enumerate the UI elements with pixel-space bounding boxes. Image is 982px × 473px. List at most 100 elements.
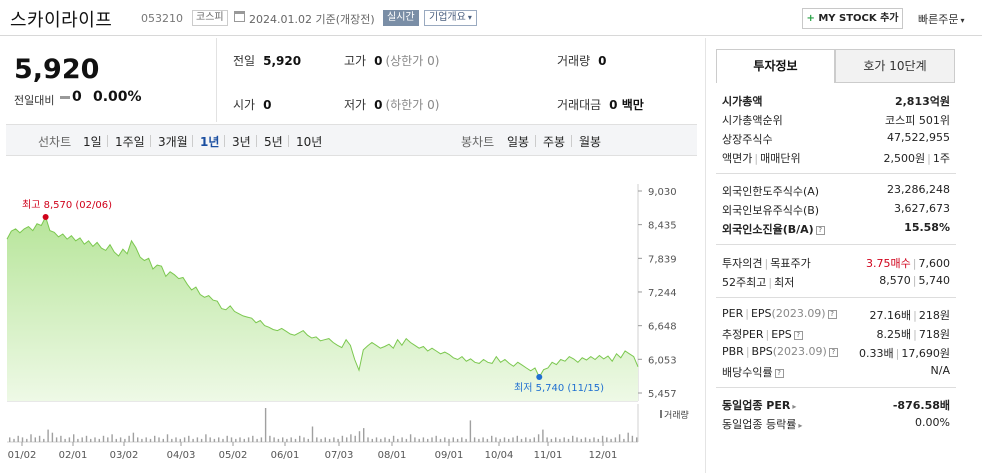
tab-period-3y[interactable]: 3년	[232, 135, 251, 149]
y-tick-label: 6,053	[648, 355, 677, 366]
volume-bar	[21, 437, 24, 442]
volume-bar	[85, 435, 88, 442]
volume-bar	[537, 434, 540, 442]
volume-bar	[601, 435, 604, 442]
volume-bar	[94, 437, 96, 442]
stat-prev-value: 5,920	[263, 54, 302, 68]
row-pbr: PBR | BPS(2023.09)? 0.33배 | 17,690원	[722, 345, 950, 360]
volume-bar	[618, 434, 621, 442]
volume-bar	[277, 438, 280, 442]
tab-hoga-10[interactable]: 호가 10단계	[835, 49, 955, 83]
volume-bar	[17, 435, 19, 442]
volume-bar	[563, 437, 565, 442]
tab-period-1d[interactable]: 1일	[83, 135, 102, 149]
chevron-right-icon[interactable]: ▸	[792, 402, 797, 411]
help-icon[interactable]: ?	[815, 225, 825, 235]
volume-bar	[516, 435, 518, 442]
eeps-value: 718원	[918, 328, 950, 341]
my-stock-add-button[interactable]: + MY STOCK 추가	[802, 8, 903, 29]
industry-per-value: -876.58배	[892, 399, 950, 412]
tab-invest-info[interactable]: 투자정보	[716, 49, 835, 83]
volume-bar	[149, 438, 152, 442]
low-marker	[536, 374, 543, 381]
volume-bar	[243, 438, 245, 442]
opinion-label: 투자의견	[722, 257, 763, 270]
x-tick-label: 09/01	[435, 450, 464, 461]
volume-bar	[183, 437, 186, 442]
volume-bar	[397, 438, 399, 442]
pipe-separator: |	[927, 152, 931, 165]
volume-bar	[294, 438, 297, 442]
volume-bar	[222, 438, 224, 442]
volume-bar	[363, 428, 365, 442]
target-label: 목표주가	[770, 257, 811, 270]
x-tick-label: 02/01	[59, 450, 88, 461]
help-icon[interactable]: ?	[827, 309, 837, 319]
volume-bar	[230, 437, 233, 442]
market-badge: 코스피	[192, 10, 228, 26]
tab-candle-monthly[interactable]: 월봉	[579, 135, 602, 149]
shares-label: 상장주식수	[722, 133, 773, 146]
volume-bar	[461, 437, 463, 442]
stat-volume: 거래량 0	[557, 52, 606, 69]
tab-period-1y[interactable]: 1년	[200, 135, 220, 149]
stat-high: 고가 0 (상한가 0)	[344, 52, 439, 69]
help-icon[interactable]: ?	[774, 368, 784, 378]
volume-bar	[55, 437, 58, 442]
volume-bar	[610, 438, 612, 442]
tab-period-10y[interactable]: 10년	[296, 135, 323, 149]
price-chart-svg: 9,030 8,435 7,839 7,244 6,648 6,053 5,457 최고 8,…	[6, 184, 689, 461]
invest-info-panel: 투자정보 호가 10단계 시가총액 2,813억원 시가총액순위 코스피 501위 …	[716, 49, 956, 431]
volume-bar	[333, 437, 335, 442]
volume-bar	[188, 435, 190, 442]
volume-bar	[546, 437, 548, 442]
tab-period-5y[interactable]: 5년	[264, 135, 283, 149]
volume-bar	[550, 438, 553, 442]
volume-bar	[290, 437, 292, 442]
pipe-separator: |	[913, 309, 917, 322]
row-dividend: 배당수익률? N/A	[722, 364, 950, 380]
price-chart[interactable]: 9,030 8,435 7,839 7,244 6,648 6,053 5,457 최고 8,…	[0, 158, 700, 473]
chart-period-tabs: 선차트 1일 1주일 3개월 1년 3년 5년 10년 봉차트 일봉 주봉 월봉	[6, 124, 697, 156]
my-stock-label: MY STOCK 추가	[818, 13, 899, 24]
company-info-dropdown[interactable]: 기업개요 ▾	[424, 10, 477, 26]
row-industry-rate: 동일업종 등락률 ▸ 0.00%	[722, 416, 950, 432]
volume-bar	[286, 438, 288, 442]
tab-period-1w[interactable]: 1주일	[115, 135, 145, 149]
foreign-limit-label: 외국인한도주식수(A)	[722, 185, 820, 198]
divider	[716, 387, 956, 388]
divider	[107, 135, 108, 147]
foreign-ratio-label: 외국인소진율(B/A)	[722, 223, 814, 236]
help-icon[interactable]: ?	[828, 347, 838, 357]
volume-bar	[589, 438, 591, 442]
chevron-right-icon[interactable]: ▸	[798, 421, 803, 430]
realtime-button[interactable]: 실시간	[383, 10, 419, 26]
volume-bar	[324, 437, 326, 442]
par-value: 2,500원	[883, 152, 926, 165]
y-tick-label: 7,244	[648, 288, 677, 299]
bps-value: 17,690원	[901, 347, 950, 360]
volume-legend-icon	[660, 410, 662, 418]
volume-bar	[90, 438, 92, 442]
volume-bar	[128, 435, 130, 442]
volume-bar	[533, 437, 535, 442]
tab-candle-weekly[interactable]: 주봉	[543, 135, 566, 149]
tab-candle-chart[interactable]: 봉차트	[461, 135, 495, 149]
volume-bar	[418, 438, 420, 442]
price-stats: 전일 5,920 고가 0 (상한가 0) 거래량 0 시가 0 저가 0 (하한가 0) 거…	[216, 38, 697, 122]
volume-bar	[209, 437, 211, 442]
rank-value: 코스피 501위	[885, 114, 950, 127]
tab-line-chart[interactable]: 선차트	[38, 135, 72, 149]
volume-bar	[435, 435, 437, 442]
volume-bar	[584, 437, 587, 442]
volume-bar	[358, 431, 361, 442]
volume-bar	[354, 435, 356, 442]
volume-bar	[636, 437, 638, 442]
tab-candle-daily[interactable]: 일봉	[507, 135, 530, 149]
tab-period-3m[interactable]: 3개월	[158, 135, 188, 149]
help-icon[interactable]: ?	[793, 330, 803, 340]
quick-order-button[interactable]: 빠른주문 ▾	[918, 11, 965, 27]
flat-icon	[60, 96, 70, 99]
eper-value: 8.25배	[876, 328, 912, 341]
quick-order-label: 빠른주문	[918, 13, 959, 26]
